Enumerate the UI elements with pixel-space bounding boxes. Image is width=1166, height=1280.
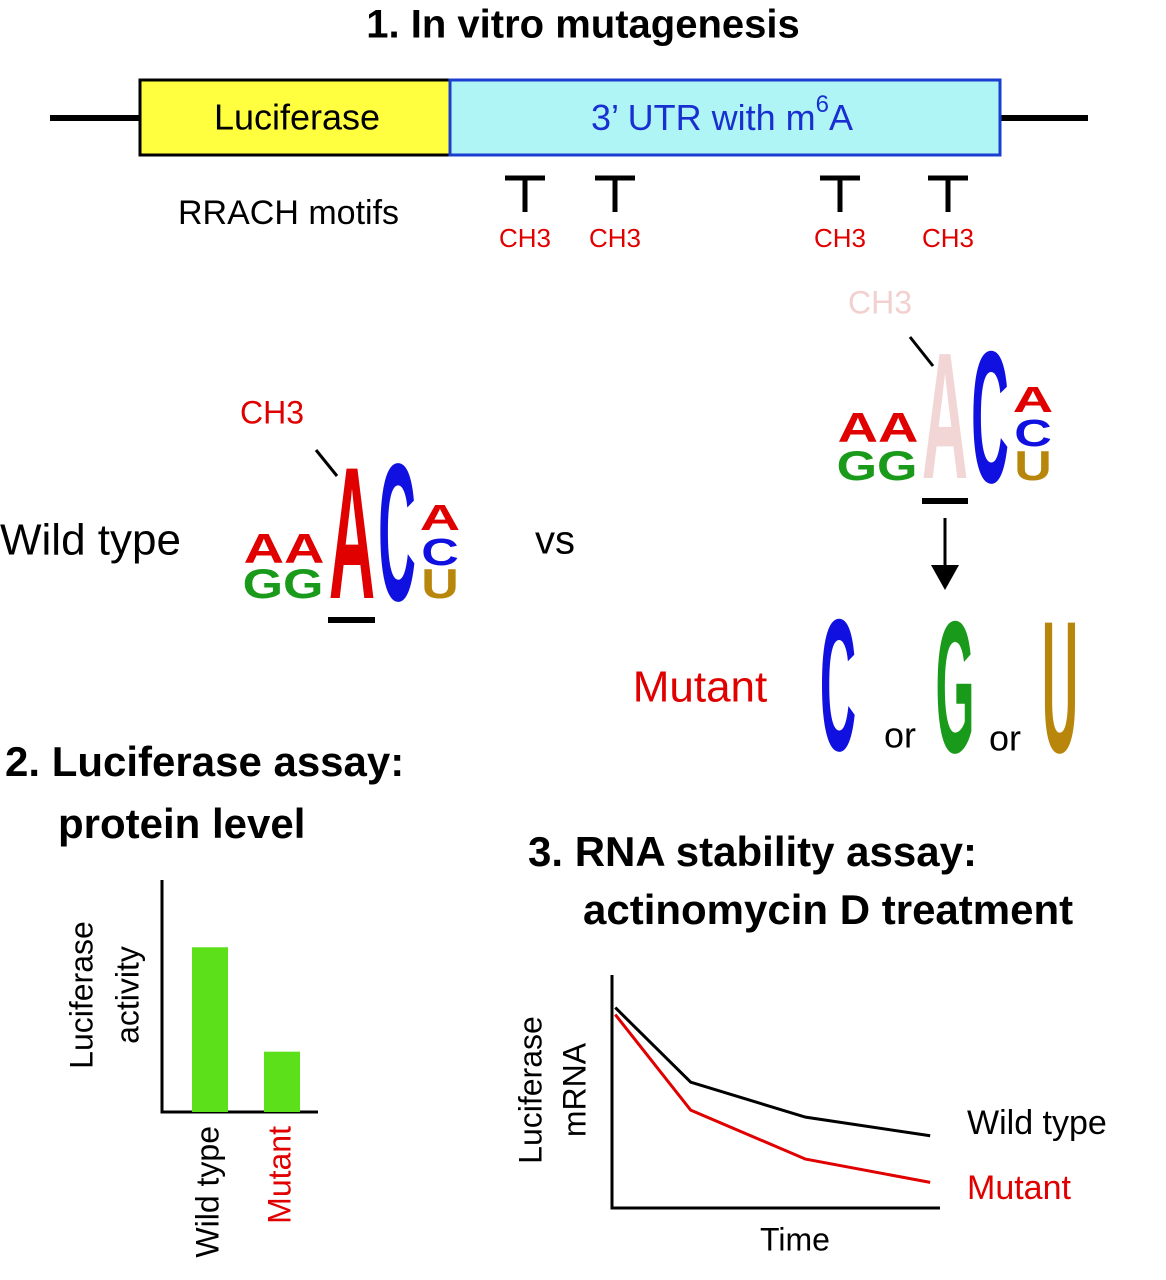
or: or <box>884 715 916 756</box>
connector <box>314 449 339 477</box>
y-label: mRNA <box>556 1042 592 1137</box>
motifs: CH3 CH3 CH3 CH3 <box>499 175 974 253</box>
methyl: CH3 <box>240 394 304 430</box>
motif-marker <box>595 175 635 212</box>
x-tick-label: Mutant <box>261 1126 297 1224</box>
logo-letter: A <box>922 315 968 516</box>
mutant-label: Mutant <box>633 663 768 712</box>
section-title: 3. RNA stability assay: <box>528 828 977 875</box>
logo-letter: AA <box>244 526 325 573</box>
logo-letter: A <box>329 428 375 638</box>
motif-marker <box>928 175 968 212</box>
logo-letter: A <box>1013 379 1053 420</box>
methyl: CH3 <box>814 223 866 253</box>
axis <box>610 975 940 1210</box>
legend-label: Mutant <box>967 1169 1071 1207</box>
logo-letter: A <box>420 497 460 538</box>
bar-chart: Luciferase activity Wild type Mutant <box>63 880 318 1258</box>
methyl: CH3 <box>922 223 974 253</box>
logo-letter: U <box>1014 443 1052 490</box>
arrow-head <box>931 565 959 590</box>
or: or <box>989 718 1021 759</box>
y-label: activity <box>109 946 145 1044</box>
utr-text: 3’ UTR with m <box>591 97 816 138</box>
section-title: 2. Luciferase assay: <box>5 738 404 785</box>
logo-letter: C <box>378 424 416 643</box>
gene-label: Luciferase <box>214 97 380 138</box>
methyl: CH3 <box>499 223 551 253</box>
logo-letter: U <box>421 561 459 608</box>
x-tick-label: Wild type <box>189 1126 225 1258</box>
logo-letter: C <box>1014 412 1052 455</box>
series-line <box>614 1013 931 1184</box>
title: 1. In vitro mutagenesis <box>366 3 799 47</box>
logo-letter: GG <box>837 443 918 490</box>
utr-label: 3’ UTR with m6A <box>591 91 853 137</box>
methyl: CH3 <box>589 223 641 253</box>
bar <box>264 1051 300 1112</box>
motif-marker <box>820 175 860 212</box>
line-chart: Luciferase mRNA Time Wild type Mutant <box>512 975 1107 1257</box>
logo-letter: C <box>971 313 1009 523</box>
logo-letter: C <box>421 531 459 574</box>
section-title: actinomycin D treatment <box>583 886 1073 933</box>
legend-label: Wild type <box>967 1104 1107 1142</box>
y-label: Luciferase <box>512 1016 548 1164</box>
motif-marker <box>505 175 545 212</box>
substitution: U <box>1042 583 1078 793</box>
series-line <box>614 1006 931 1138</box>
utr-text: A <box>829 97 853 138</box>
section-title: protein level <box>58 800 305 847</box>
logo-letter: AA <box>838 405 919 452</box>
wt-label: Wild type <box>0 516 181 565</box>
substitution: C <box>820 581 856 791</box>
vs: vs <box>535 519 575 563</box>
superscript: 6 <box>816 91 829 118</box>
methyl: CH3 <box>848 284 912 320</box>
motifs-label: RRACH motifs <box>178 194 399 232</box>
substitution: G <box>936 583 975 793</box>
logo-letter: GG <box>243 561 324 608</box>
connector <box>908 336 935 367</box>
y-label: Luciferase <box>63 921 99 1069</box>
utr-box <box>448 78 1002 157</box>
bar <box>192 947 228 1112</box>
x-label: Time <box>760 1221 830 1257</box>
